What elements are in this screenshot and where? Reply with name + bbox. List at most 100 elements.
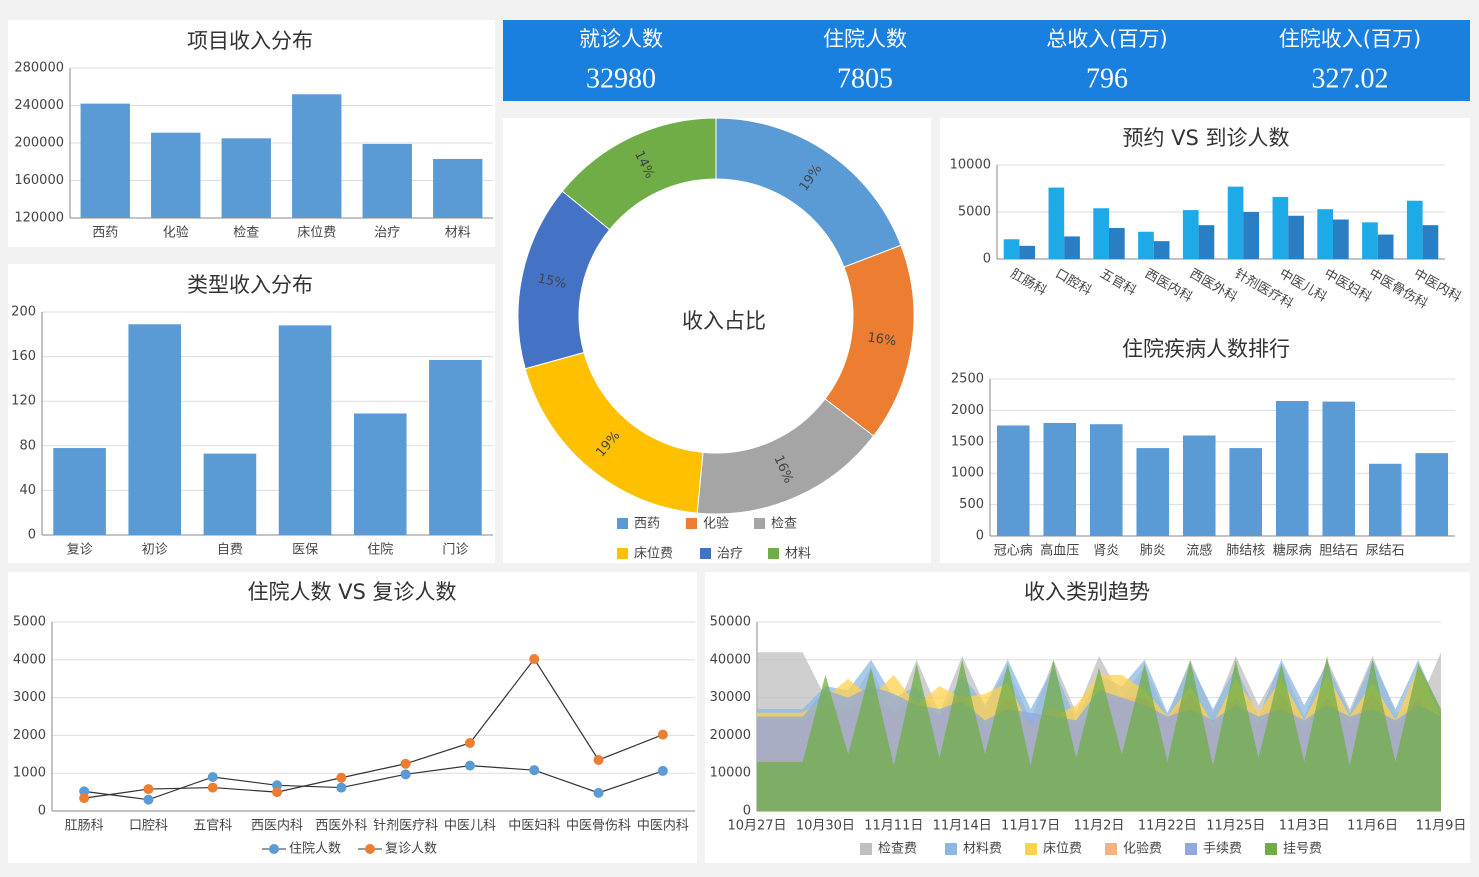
bar	[1019, 245, 1036, 259]
donut-segment	[561, 117, 717, 231]
x-tick-label: 11月14日	[933, 819, 992, 834]
bar	[353, 413, 407, 535]
point	[336, 782, 347, 793]
point	[593, 754, 604, 765]
x-tick-label: 西医内科	[251, 818, 303, 834]
bar	[1243, 212, 1260, 259]
y-tick-label: 0	[28, 528, 36, 543]
x-tick-label: 尿结石	[1366, 544, 1405, 559]
legend-swatch	[686, 518, 697, 529]
chart-title: 预约 VS 到诊人数	[1122, 126, 1289, 150]
x-tick-label: 11月22日	[1138, 819, 1197, 834]
panel	[8, 572, 697, 863]
x-tick-label: 自费	[217, 543, 243, 558]
bar	[1003, 239, 1020, 259]
bar	[1093, 208, 1109, 259]
chart-title: 住院人数 VS 复诊人数	[247, 580, 456, 604]
x-tick-label: 11月3日	[1279, 819, 1330, 834]
point	[464, 760, 475, 771]
y-tick-label: 40000	[710, 652, 751, 667]
x-tick-label: 医保	[292, 543, 318, 558]
bar	[1322, 401, 1356, 536]
bar	[1415, 453, 1449, 536]
x-tick-label: 冠心病	[994, 544, 1033, 559]
point	[336, 772, 347, 783]
x-tick-label: 11月11日	[864, 819, 923, 834]
x-tick-label: 肺结核	[1226, 544, 1265, 559]
y-tick-label: 10000	[710, 766, 751, 781]
x-tick-label: 口腔科	[129, 819, 168, 834]
y-tick-label: 10000	[950, 158, 991, 173]
x-tick-label: 肛肠科	[65, 819, 104, 834]
x-tick-label: 中医妇科	[508, 818, 560, 834]
legend-label: 床位费	[634, 547, 673, 562]
x-tick-label: 中医骨伤科	[566, 819, 631, 834]
bar	[996, 425, 1030, 536]
bar	[1043, 422, 1077, 536]
bar	[1229, 448, 1263, 536]
x-tick-label: 11月6日	[1347, 819, 1398, 834]
bar	[362, 143, 412, 218]
chart-title: 收入占比	[682, 309, 766, 333]
chart-title: 住院疾病人数排行	[1122, 337, 1290, 361]
legend-swatch	[1025, 843, 1037, 855]
bar	[1048, 187, 1065, 259]
legend-marker	[269, 844, 279, 854]
x-tick-label: 初诊	[142, 543, 168, 558]
y-tick-label: 2000	[951, 403, 984, 418]
y-tick-label: 1000	[951, 466, 984, 481]
point	[272, 787, 283, 798]
x-tick-label: 床位费	[297, 226, 336, 241]
bar	[1333, 219, 1349, 259]
x-tick-label: 五官科	[193, 818, 232, 834]
y-tick-label: 500	[959, 497, 984, 512]
y-tick-label: 280000	[14, 61, 64, 76]
x-tick-label: 肾炎	[1093, 544, 1119, 559]
bar	[128, 324, 182, 535]
point	[657, 729, 668, 740]
point	[207, 771, 218, 782]
legend-swatch	[1185, 843, 1197, 855]
legend-label: 住院人数	[289, 842, 341, 857]
legend-swatch	[1265, 843, 1277, 855]
x-tick-label: 针剂医疗科	[373, 819, 438, 834]
area	[757, 656, 1441, 811]
y-tick-label: 3000	[13, 690, 46, 705]
x-tick-label: 胆结石	[1319, 544, 1358, 559]
bar	[1109, 227, 1125, 259]
bar	[1182, 210, 1199, 259]
y-tick-label: 80	[19, 438, 36, 453]
y-tick-label: 4000	[13, 652, 46, 667]
bar	[1422, 225, 1439, 259]
x-tick-label: 检查	[233, 226, 259, 241]
legend-label: 材料	[785, 547, 811, 562]
y-tick-label: 120000	[14, 211, 64, 226]
x-tick-label: 高血压	[1040, 543, 1079, 559]
y-tick-label: 2500	[951, 372, 984, 387]
y-tick-label: 200	[11, 305, 36, 320]
kpi-label: 住院收入(百万)	[1279, 27, 1421, 51]
x-tick-label: 中医儿科	[444, 819, 496, 834]
y-tick-label: 160	[11, 349, 36, 364]
point	[143, 784, 154, 795]
x-tick-label: 11月25日	[1206, 819, 1265, 834]
bar	[1377, 234, 1394, 259]
kpi-bar	[503, 20, 1470, 101]
x-tick-label: 复诊	[67, 543, 93, 558]
legend-label: 挂号费	[1283, 842, 1322, 857]
legend-swatch	[617, 518, 628, 529]
kpi-value: 796	[1086, 63, 1128, 94]
chart-title: 收入类别趋势	[1024, 580, 1150, 604]
y-tick-label: 1500	[951, 434, 984, 449]
legend-swatch	[945, 843, 957, 855]
x-tick-label: 11月17日	[1001, 819, 1060, 834]
y-tick-label: 240000	[14, 98, 64, 113]
legend-swatch	[617, 548, 628, 559]
legend-swatch	[768, 548, 779, 559]
legend-swatch	[700, 548, 711, 559]
data-label: 16%	[866, 330, 897, 349]
legend-label: 检查	[771, 517, 797, 532]
point	[207, 782, 218, 793]
x-tick-label: 门诊	[442, 543, 468, 558]
x-tick-label: 化验	[163, 225, 189, 241]
